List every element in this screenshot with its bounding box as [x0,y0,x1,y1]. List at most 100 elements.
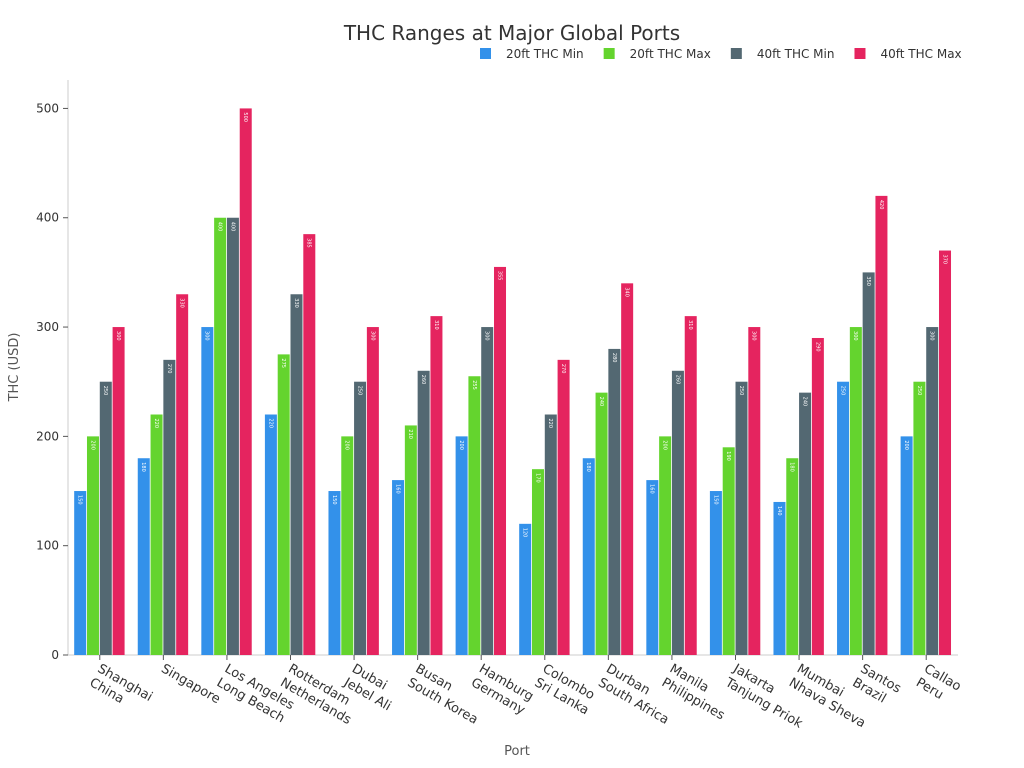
value-label: 400 [229,222,235,232]
bar [468,376,481,655]
x-tick-label: HamburgGermany [468,661,536,718]
value-label: 200 [458,440,464,450]
x-tick-label: BusanSouth Korea [405,661,489,727]
x-tick-label: CallaoPeru [913,661,963,708]
legend-label: 20ft THC Max [630,47,711,61]
bar [328,491,341,655]
value-label: 385 [306,238,312,248]
bar [150,414,163,655]
bar [430,316,443,655]
bar [799,392,812,655]
value-label: 250 [356,386,362,396]
x-tick-label: SantosBrazil [850,661,904,710]
value-label: 250 [916,386,922,396]
bar [621,283,634,655]
bar [481,327,494,655]
bar [684,316,697,655]
value-label: 170 [534,473,540,483]
value-label: 180 [789,462,795,472]
bar [341,436,354,655]
value-label: 220 [267,419,273,429]
y-tick-label: 100 [36,539,59,553]
value-label: 150 [77,495,83,505]
value-label: 200 [344,440,350,450]
x-tick-label: DurbanSouth Africa [595,661,679,727]
value-label: 160 [649,484,655,494]
bar [86,436,99,655]
legend-label: 40ft THC Max [880,47,961,61]
value-label: 310 [433,320,439,330]
value-label: 250 [102,386,108,396]
bar [900,436,913,655]
value-label: 220 [153,419,159,429]
y-tick-label: 400 [36,211,59,225]
x-tick-label: Singapore [158,661,222,707]
value-label: 300 [204,331,210,341]
x-tick-label: ShanghaiChina [87,661,155,718]
value-label: 420 [878,200,884,210]
x-tick-label: ColomboSri Lanka [532,661,600,718]
bar [875,195,888,656]
value-label: 260 [420,375,426,385]
y-tick-label: 200 [36,429,59,443]
legend-label: 40ft THC Min [757,47,835,61]
value-label: 370 [941,255,947,265]
value-label: 150 [712,495,718,505]
bar [582,458,595,655]
value-label: 190 [725,451,731,461]
value-label: 300 [484,331,490,341]
y-tick-label: 300 [36,320,59,334]
bar [608,348,621,655]
bar [671,370,684,655]
value-label: 300 [852,331,858,341]
y-tick-label: 500 [36,101,59,115]
x-tick-label-line: Singapore [158,661,222,707]
value-label: 270 [560,364,566,374]
bar [494,266,507,655]
bar [595,392,608,655]
bar [735,381,748,655]
value-label: 300 [115,331,121,341]
bar [277,354,290,655]
value-label: 300 [929,331,935,341]
bar [137,458,150,655]
bar [163,359,176,655]
value-label: 350 [865,276,871,286]
legend-label: 20ft THC Min [506,47,584,61]
bar [913,381,926,655]
value-label: 250 [839,386,845,396]
value-label: 210 [407,429,413,439]
bar [354,381,367,655]
bar [531,469,544,655]
bar [226,217,239,655]
value-label: 240 [801,397,807,407]
value-label: 200 [89,440,95,450]
value-label: 150 [331,495,337,505]
bar [557,359,570,655]
bar [239,108,252,655]
bar [837,381,850,655]
bar [455,436,468,655]
value-label: 160 [394,484,400,494]
x-tick-label: Los AngelesLong Beach [214,661,297,727]
bar [849,327,862,655]
bar [74,491,87,655]
bar [709,491,722,655]
value-label: 290 [814,342,820,352]
y-tick-label: 0 [51,648,59,662]
value-label: 400 [217,222,223,232]
legend-marker [854,48,866,59]
value-label: 330 [179,298,185,308]
value-label: 240 [598,397,604,407]
value-label: 255 [471,380,477,390]
value-label: 300 [369,331,375,341]
value-label: 250 [738,386,744,396]
value-label: 355 [496,271,502,281]
bar [659,436,672,655]
bar [519,523,532,655]
bar [786,458,799,655]
bar [264,414,277,655]
bar [939,250,952,655]
value-label: 275 [280,358,286,368]
